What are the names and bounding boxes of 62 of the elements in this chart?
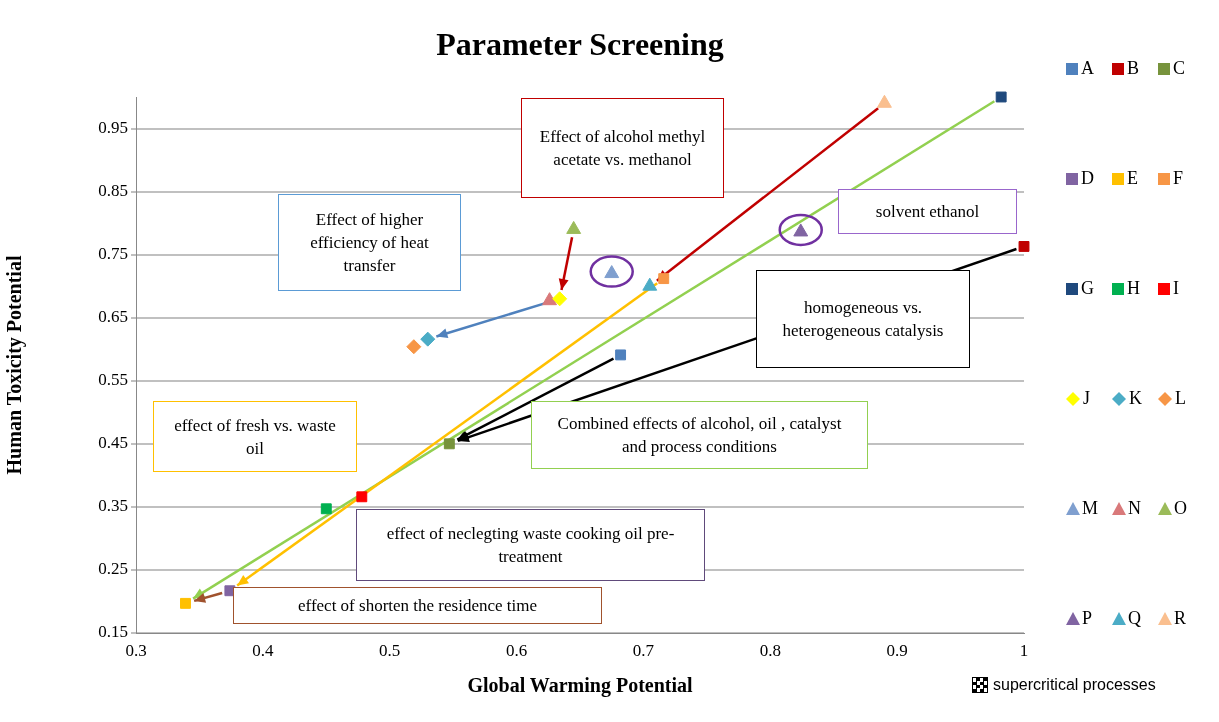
point [443, 438, 455, 450]
y-tick-label: 0.85 [98, 181, 128, 201]
x-axis-title: Global Warming Potential [467, 674, 694, 698]
legend-label: L [1175, 388, 1186, 409]
x-tick-label: 0.3 [125, 640, 147, 660]
callout-box: Effect of alcohol methyl acetate vs. methanol [521, 98, 724, 198]
x-tick-label: 1 [1019, 640, 1029, 660]
legend-label: D [1081, 168, 1094, 189]
callout-box: Effect of higher efficiency of heat transfer [278, 194, 461, 291]
point [995, 91, 1007, 103]
legend-label: Q [1128, 608, 1141, 629]
y-tick-label: 0.15 [98, 622, 128, 642]
legend-label: R [1174, 608, 1187, 629]
callout-box: homogeneous vs. heterogeneous catalysis [756, 270, 970, 368]
callout-box: effect of fresh vs. waste oil [153, 401, 357, 472]
x-tick-label: 0.8 [759, 640, 781, 660]
y-tick-label: 0.45 [98, 433, 128, 453]
point [552, 291, 568, 307]
legend-label: M [1082, 498, 1099, 519]
y-tick-label: 0.95 [98, 118, 128, 137]
legend-label: I [1173, 278, 1179, 299]
legend-label: N [1128, 498, 1141, 519]
y-tick-label: 0.75 [98, 244, 128, 264]
legend-label: F [1173, 168, 1184, 189]
legend-label: P [1082, 608, 1093, 629]
x-tick-label: 0.5 [379, 640, 401, 660]
legend-label: E [1127, 168, 1138, 189]
legend-label: H [1127, 278, 1140, 299]
point [320, 503, 332, 515]
legend-label: O [1174, 498, 1187, 519]
legend-label: B [1127, 58, 1140, 79]
callout-box: effect of shorten the residence time [233, 587, 602, 624]
point [180, 597, 191, 609]
legend-label: G [1081, 278, 1094, 299]
point [658, 273, 670, 285]
point [642, 277, 658, 291]
y-tick-label: 0.25 [98, 559, 128, 579]
point [420, 331, 436, 347]
point [542, 292, 557, 306]
point [566, 220, 582, 234]
x-tick-label: 0.9 [886, 640, 908, 660]
x-tick-label: 0.4 [252, 640, 274, 660]
callout-box: Combined effects of alcohol, oil , catalyst and process conditions [531, 401, 868, 469]
y-tick-label: 0.65 [98, 307, 128, 327]
legend-label: C [1173, 58, 1186, 79]
y-axis-title: Human Toxicity Potential [3, 255, 27, 475]
point [615, 349, 627, 361]
x-tick-label: 0.6 [505, 640, 528, 660]
point [406, 339, 422, 355]
legend-label: K [1129, 388, 1142, 409]
point [356, 491, 368, 503]
point [1018, 241, 1030, 252]
point [877, 94, 892, 108]
y-tick-label: 0.55 [98, 370, 128, 390]
callout-box: solvent ethanol [838, 189, 1017, 234]
callout-box: effect of neclegting waste cooking oil pre-treatment [356, 509, 705, 581]
chart-title: Parameter Screening [436, 26, 724, 62]
legend-label: A [1081, 58, 1094, 79]
legend-label: J [1083, 388, 1091, 409]
text: supercritical processes [993, 676, 1156, 694]
x-tick-label: 0.7 [632, 640, 655, 660]
y-tick-label: 0.35 [98, 496, 128, 516]
